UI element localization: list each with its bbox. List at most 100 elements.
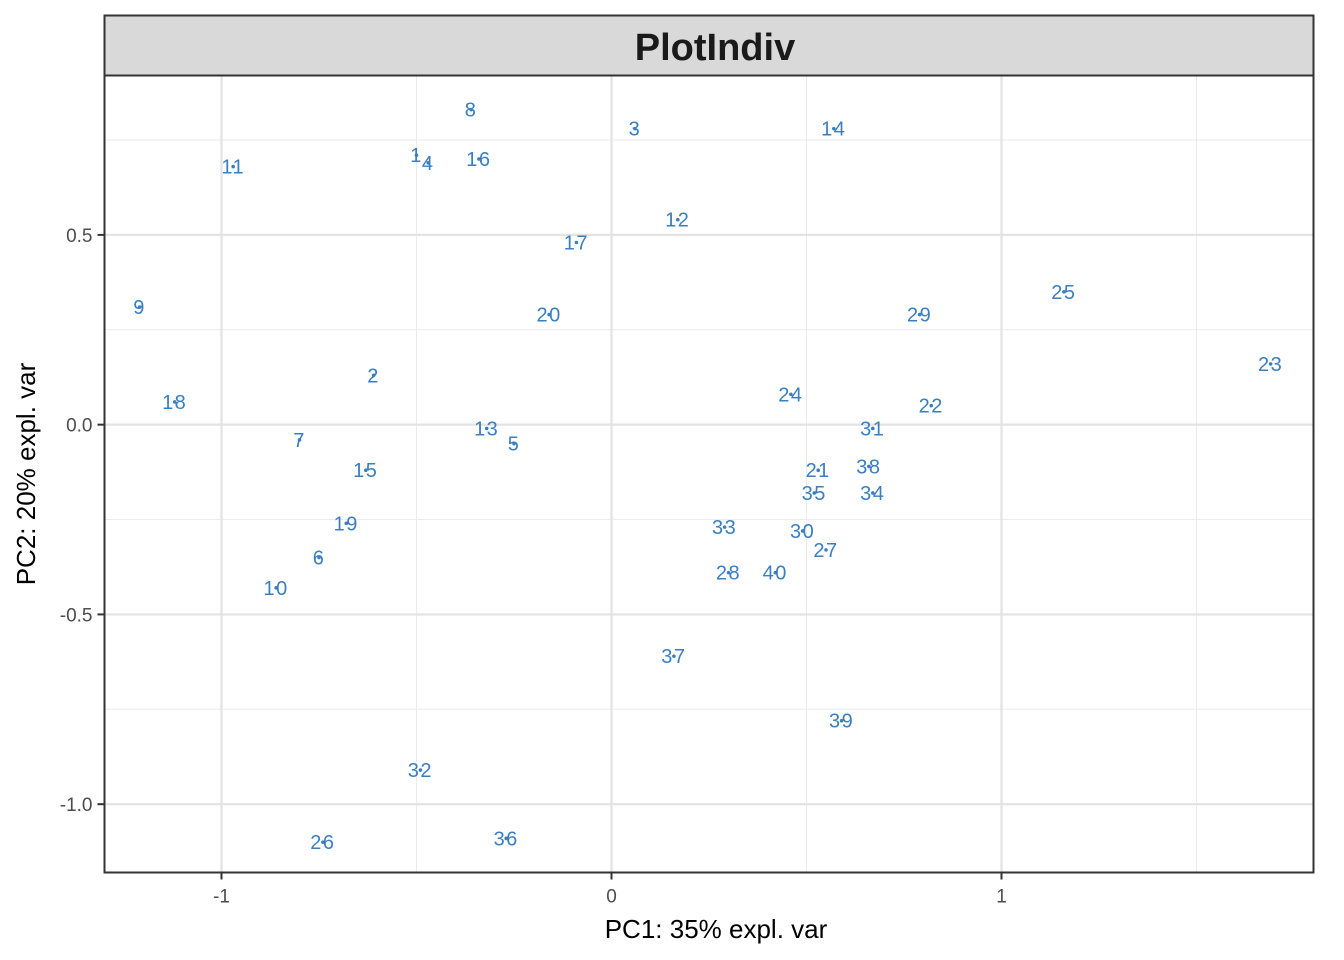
point-marker (929, 403, 934, 408)
point-marker (469, 107, 473, 112)
point-label: 34 (860, 483, 885, 505)
point-marker (414, 153, 419, 157)
point-label: 8 (465, 100, 478, 122)
point-label: 33 (712, 517, 737, 539)
y-tick-label: -0.5 (60, 605, 93, 626)
point-label: 32 (408, 760, 433, 782)
data-point: 5 (508, 434, 521, 456)
minor-gridlines (104, 75, 1314, 873)
x-axis: -1 0 1 (213, 872, 1007, 908)
plot-panel-border (103, 74, 1315, 874)
data-point: 30 (790, 521, 815, 543)
point-label: 27 (813, 540, 838, 562)
point-marker (676, 217, 680, 222)
data-point: 15 (353, 460, 378, 482)
point-marker (574, 240, 579, 245)
point-label: 31 (860, 418, 885, 440)
data-point: 10 (263, 578, 288, 600)
point-label: 9 (133, 297, 146, 319)
y-axis: -1.0 -0.5 0.0 0.5 (60, 226, 105, 816)
point-marker (547, 312, 551, 317)
data-point: 36 (494, 828, 519, 850)
point-marker (800, 529, 805, 533)
point-marker (1268, 362, 1273, 366)
point-label: 26 (310, 832, 335, 854)
point-marker (371, 373, 376, 378)
data-point: 23 (1258, 354, 1283, 376)
point-marker (426, 160, 431, 165)
data-point: 14 (821, 119, 846, 141)
point-label: 38 (856, 456, 881, 478)
point-marker (512, 441, 516, 446)
point-label: 5 (508, 434, 521, 456)
point-marker (726, 570, 731, 575)
point-marker (839, 718, 844, 723)
chart-title: PlotIndiv (635, 27, 795, 69)
y-tick-label: 0.5 (66, 226, 92, 247)
point-label: 37 (661, 646, 686, 668)
point-label: 15 (353, 460, 378, 482)
point-marker (321, 840, 325, 844)
point-marker (274, 586, 278, 590)
data-point: 24 (778, 384, 803, 406)
point-marker (231, 164, 235, 169)
data-point: 12 (665, 210, 689, 232)
y-tick-label: -1.0 (60, 795, 93, 816)
point-label: 13 (474, 418, 499, 440)
y-tick-label: 0.0 (66, 416, 92, 437)
data-point: 4 (422, 153, 435, 175)
point-marker (418, 768, 423, 772)
point-label: 30 (790, 521, 815, 543)
point-label: 4 (422, 153, 435, 175)
point-label: 24 (778, 384, 803, 406)
point-marker (871, 426, 875, 431)
data-point: 9 (133, 297, 146, 319)
data-point: 31 (860, 418, 885, 440)
point-marker (504, 836, 509, 841)
data-point: 11 (221, 157, 243, 179)
point-marker (477, 157, 481, 161)
point-label: 35 (802, 483, 827, 505)
point-label: 16 (466, 149, 491, 171)
point-label: 1 (410, 145, 423, 167)
data-point: 20 (536, 305, 561, 327)
point-label: 22 (919, 396, 944, 418)
point-label: 7 (293, 430, 306, 452)
point-marker (633, 126, 637, 131)
point-label: 14 (821, 119, 846, 141)
y-axis-title: PC2: 20% expl. var (11, 362, 41, 585)
point-label: 6 (313, 547, 326, 569)
point-label: 23 (1258, 354, 1283, 376)
point-marker (364, 468, 368, 473)
point-marker (917, 312, 922, 317)
data-point: 39 (829, 711, 853, 733)
point-label: 10 (263, 578, 288, 600)
data-point: 29 (907, 305, 931, 327)
x-tick-label: 1 (996, 887, 1007, 908)
point-label: 2 (367, 365, 380, 387)
point-label: 18 (162, 392, 187, 414)
data-point: 18 (162, 392, 187, 414)
point-marker (1062, 290, 1066, 294)
point-marker (172, 400, 177, 404)
data-point: 8 (465, 100, 478, 122)
data-point: 22 (919, 396, 944, 418)
point-label: 28 (716, 563, 741, 585)
point-marker (773, 570, 778, 575)
point-marker (672, 654, 676, 658)
data-point: 28 (716, 563, 741, 585)
point-label: 3 (629, 119, 642, 141)
data-point: 16 (466, 149, 491, 171)
point-marker (137, 305, 142, 309)
point-marker (297, 438, 302, 442)
data-point: 37 (661, 646, 686, 668)
point-label: 20 (536, 305, 561, 327)
point-marker (824, 548, 828, 552)
point-marker (871, 491, 875, 495)
point-label: 40 (763, 563, 788, 585)
point-marker (832, 126, 836, 131)
point-label: 36 (494, 828, 519, 850)
data-point: 33 (712, 517, 737, 539)
point-label: 19 (334, 513, 359, 535)
data-point: 32 (408, 760, 433, 782)
